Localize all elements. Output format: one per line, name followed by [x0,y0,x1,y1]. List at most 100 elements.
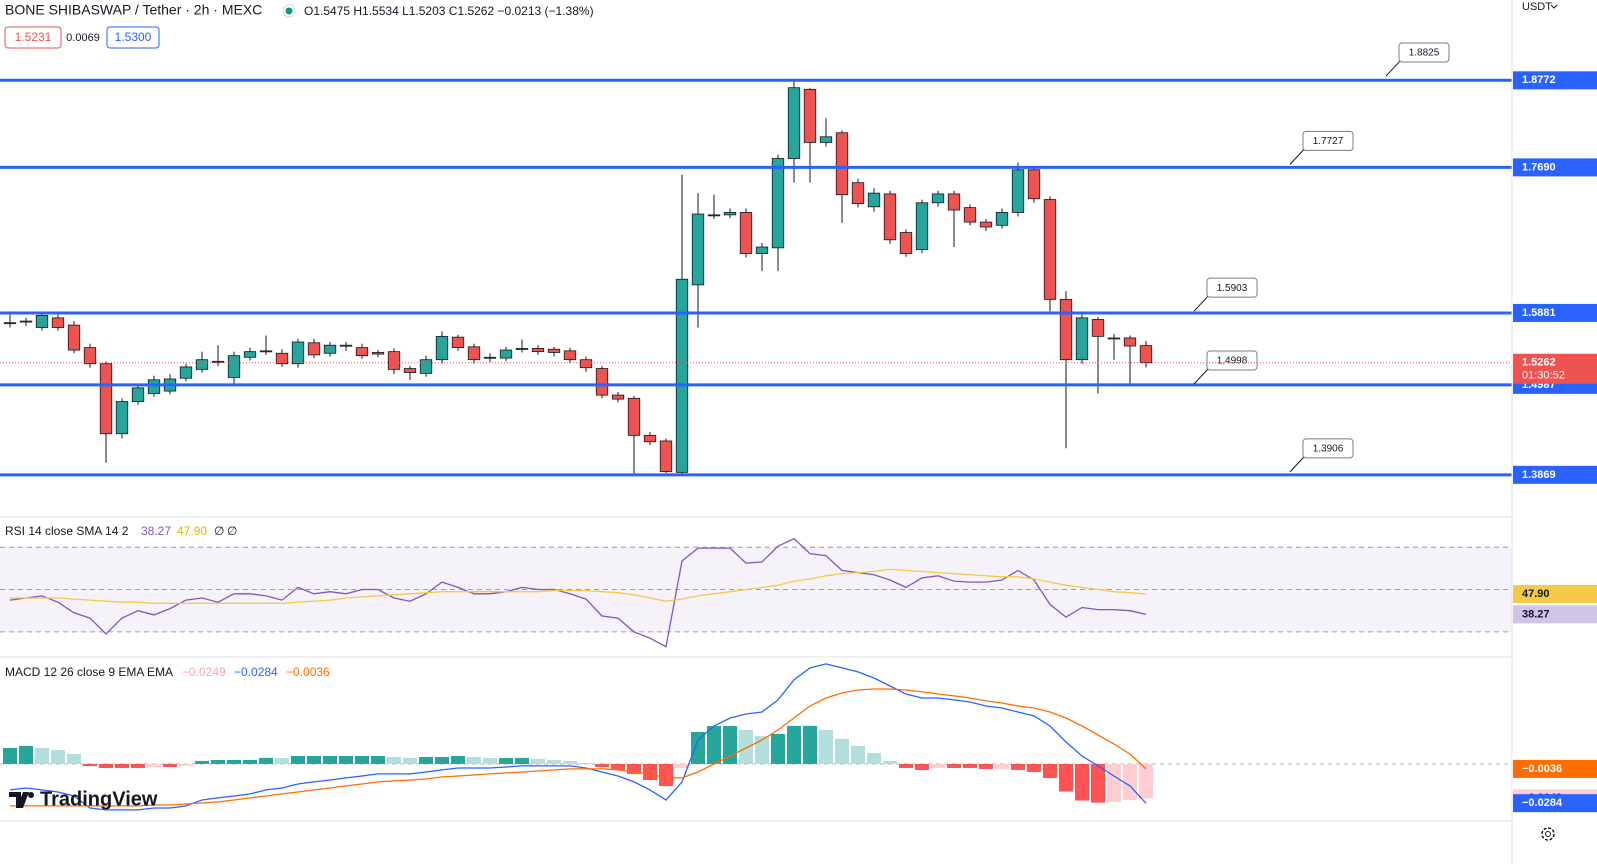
macd-tag-bg [1513,794,1597,813]
candle-body [835,132,849,196]
currency[interactable]: USDT [1522,1,1552,13]
histogram-bar [691,731,705,764]
candle-body [691,213,705,286]
callout-pointer [1193,368,1209,385]
plots: 1.8825 1.7727 1.5903 1.4998 1.3906 [0,42,1512,811]
histogram-bar [211,759,225,764]
histogram-bar [979,763,993,770]
level-label: 1.8772 [1522,74,1556,86]
indicator-line [9,537,1147,648]
callout-pointer [1289,456,1305,473]
callout-pointer [1193,295,1209,312]
candle-body [1091,319,1105,337]
histogram-bar [515,757,529,764]
buy-button[interactable] [106,26,160,49]
candle-body [99,363,113,435]
histogram-bar [963,763,977,768]
histogram-bar [1139,763,1153,799]
callout-label: 1.7727 [1313,136,1344,147]
histogram-bar [179,763,193,766]
candle-body [1123,337,1137,347]
histogram-bar [115,763,129,768]
candle-body [707,214,721,217]
macd-tag-bg [1513,759,1597,778]
level-label-bg [1513,303,1597,322]
histogram-bar [1075,763,1089,801]
logo-mark [28,792,34,798]
histogram-bar [403,757,417,764]
macd-legend-value: −0.0036 [286,665,330,679]
last-price-label: 1.5262 [1522,357,1556,369]
candle-body [403,368,417,373]
candle-body [659,440,673,472]
histogram-bar [1107,763,1121,802]
settings-icon[interactable] [1541,827,1555,841]
candle-body [451,336,465,349]
histogram-bar [883,760,897,764]
level-label: 1.5881 [1522,307,1556,319]
candle-body [387,351,401,370]
candle-body [307,342,321,356]
candle-body [803,88,817,143]
histogram-bar [147,763,161,768]
candle-body [883,193,897,241]
candle-body [627,397,641,436]
histogram-bar [947,763,961,768]
histogram-bar [995,763,1009,769]
symbol-title: BONE SHIBASWAP / Tether · 2h · MEXC [5,2,262,18]
candle-body [851,182,865,204]
candle-body [371,352,385,355]
histogram-bar [1123,763,1137,801]
macd-tag: −0.0284 [1522,797,1563,809]
candle-body [291,341,305,365]
indicator-line [10,568,1147,604]
last-price-tag-bg [1513,353,1597,384]
sell-button[interactable] [4,26,62,49]
histogram-bar [675,763,689,768]
histogram-bar [243,759,257,764]
candle-body [259,350,273,353]
histogram-bar [611,763,625,771]
candle-body [563,350,577,361]
histogram-bar [1059,763,1073,792]
histogram-bar [419,756,433,764]
histogram-bar [707,726,721,764]
histogram-bar [595,763,609,768]
candle-body [227,355,241,378]
histogram-bar [323,755,337,764]
candle-body [195,359,209,370]
histogram-bar [163,763,177,768]
status-dot [285,7,293,15]
histogram-bar [867,752,881,764]
candle-body [19,320,33,323]
candle-body [211,360,225,363]
candle-body [963,207,977,223]
brand-name[interactable]: TradingView [40,788,158,810]
histogram-bar [387,756,401,764]
histogram-bar [307,755,321,764]
level-label: 1.7690 [1522,161,1556,173]
histogram-bar [931,763,945,768]
histogram-bar [627,763,641,774]
callout-label: 1.3906 [1313,444,1344,455]
callout-label: 1.5903 [1217,283,1248,294]
candle-body [323,344,337,354]
countdown: 01:30:52 [1522,370,1565,382]
candle-body [51,317,65,328]
candle-body [83,347,97,365]
candle-body [35,315,49,328]
rsi-title: RSI 14 close SMA 14 2 [5,524,129,538]
macd-legend-value: −0.0284 [234,665,278,679]
candle-body [1027,169,1041,200]
histogram-bar [1027,763,1041,772]
candle-body [3,322,17,325]
rsi-legend-value: ∅ [227,524,237,538]
histogram-bar [851,745,865,764]
candle-body [995,212,1009,226]
callout-label: 1.4998 [1217,356,1248,367]
histogram-bar [643,763,657,780]
histogram-bar [451,755,465,764]
histogram-bar [339,755,353,764]
